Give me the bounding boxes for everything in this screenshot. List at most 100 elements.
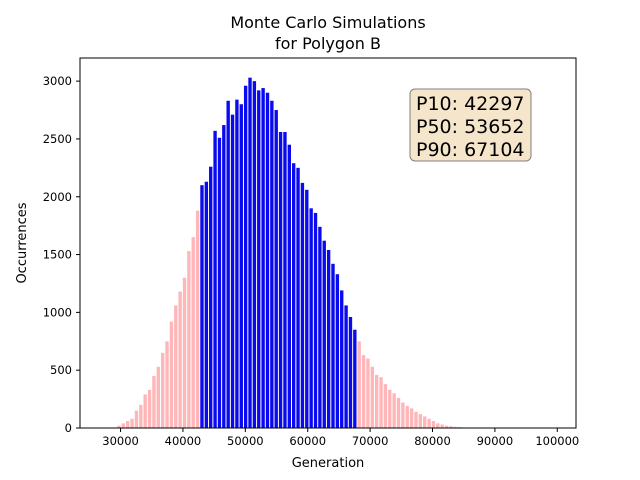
histogram-bar <box>379 377 383 429</box>
histogram-bar <box>326 249 331 428</box>
histogram-bar <box>230 114 235 428</box>
histogram-bar <box>248 77 252 428</box>
x-tick-label: 90000 <box>477 434 514 448</box>
histogram-bar <box>309 208 313 428</box>
histogram-bar <box>370 366 374 428</box>
histogram-bar <box>239 104 243 428</box>
histogram-bar <box>283 132 287 428</box>
histogram-bar <box>143 394 147 428</box>
histogram-bar <box>204 181 209 428</box>
x-tick-label: 80000 <box>414 434 451 448</box>
histogram-bar <box>226 100 230 428</box>
histogram-bar <box>252 81 257 429</box>
y-axis: 0 500 1000 1500 2000 2500 3000 <box>43 74 80 435</box>
x-tick-label: 100000 <box>535 434 579 448</box>
histogram-bar <box>182 277 187 428</box>
x-tick-label: 40000 <box>165 434 202 448</box>
histogram-bar <box>178 291 182 428</box>
histogram-bar <box>296 167 300 428</box>
histogram-bar <box>191 237 195 428</box>
chart-title: Monte Carlo Simulations <box>230 13 425 32</box>
histogram-bar <box>292 163 296 428</box>
x-tick-label: 50000 <box>227 434 264 448</box>
histogram-bar <box>235 99 239 429</box>
histogram-bar <box>160 352 165 428</box>
plot-frame <box>79 57 577 429</box>
histogram-bar <box>134 410 139 428</box>
histogram-bar <box>121 423 126 429</box>
histogram-bar <box>361 355 366 428</box>
histogram-bar <box>126 421 130 428</box>
histogram-bar <box>174 305 178 428</box>
histogram-bar <box>392 393 396 428</box>
x-axis-label: Generation <box>292 456 365 471</box>
histogram-bar <box>261 88 265 428</box>
histogram-bar <box>213 130 217 428</box>
histogram-bar <box>152 375 156 428</box>
histogram-bar <box>300 182 305 429</box>
histogram-bar <box>313 212 318 428</box>
stats-p90: P90: 67104 <box>416 139 525 161</box>
x-tick-label: 60000 <box>289 434 326 448</box>
histogram-bar <box>444 425 449 428</box>
histogram-bar <box>414 411 418 428</box>
histogram-bar <box>449 426 453 428</box>
histogram-bar <box>440 424 444 428</box>
histogram-bar <box>366 358 370 429</box>
histogram-bar <box>165 341 169 428</box>
histogram-bar <box>195 210 200 429</box>
y-tick-label: 500 <box>50 363 72 377</box>
histogram-bar <box>187 251 191 428</box>
histogram-bar <box>340 290 344 428</box>
y-tick-label: 3000 <box>43 74 72 88</box>
y-tick-label: 1000 <box>43 305 72 319</box>
histogram-bar <box>322 240 326 428</box>
bars-group <box>117 77 484 429</box>
histogram-bar <box>139 404 143 429</box>
stats-box-background <box>409 88 532 162</box>
histogram-bar <box>147 389 152 428</box>
y-axis-label: Occurrences <box>15 202 30 283</box>
histogram-bar <box>388 389 392 428</box>
histogram-bar <box>222 125 226 428</box>
histogram-bar <box>169 321 174 429</box>
histogram-bar <box>278 132 283 428</box>
histogram-bar <box>353 329 357 428</box>
y-tick-label: 2500 <box>43 132 72 146</box>
histogram-bar <box>436 423 440 429</box>
histogram-bar <box>274 110 278 428</box>
histogram-bar <box>357 341 361 428</box>
histogram-bar <box>405 406 409 428</box>
histogram-bar <box>243 85 248 428</box>
histogram-bar <box>418 414 423 429</box>
histogram-bar <box>257 90 261 429</box>
histogram-bar <box>331 263 335 428</box>
stats-box: P10: 42297 P50: 53652 P90: 67104 <box>409 88 532 162</box>
histogram-bar <box>344 305 348 428</box>
histogram-bar <box>270 100 274 428</box>
y-tick-label: 0 <box>65 421 72 435</box>
chart-subtitle: for Polygon B <box>275 34 381 53</box>
x-tick-label: 70000 <box>352 434 389 448</box>
y-tick-label: 1500 <box>43 248 72 262</box>
histogram-bar <box>348 317 353 428</box>
histogram-bar <box>335 274 340 428</box>
stats-p50: P50: 53652 <box>416 116 525 138</box>
histogram-bar <box>401 402 405 428</box>
histogram-bar <box>217 137 222 428</box>
histogram-bar <box>427 418 431 428</box>
histogram-bar <box>453 426 457 428</box>
histogram-bar <box>318 226 322 428</box>
x-axis: 30000 40000 50000 60000 70000 80000 90000 10000… <box>102 428 579 448</box>
histogram-bar <box>305 189 309 428</box>
histogram-bar <box>423 416 427 428</box>
y-tick-label: 2000 <box>43 190 72 204</box>
histogram-bar <box>396 397 401 428</box>
histogram-bar <box>431 421 436 428</box>
histogram-bar <box>209 166 213 428</box>
histogram-bar <box>156 366 160 428</box>
histogram-bar <box>287 144 291 428</box>
x-tick-label: 30000 <box>102 434 139 448</box>
histogram-bar <box>130 418 134 428</box>
